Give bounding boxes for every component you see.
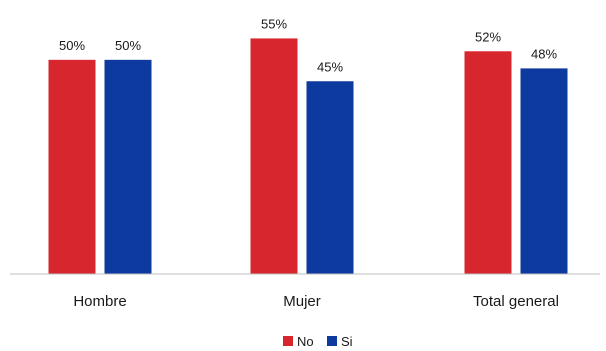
data-label: 50%: [115, 38, 141, 53]
category-labels-layer: Hombre Mujer Total general: [73, 293, 559, 310]
bar-no-hombre: [48, 59, 96, 275]
legend: No Si: [283, 334, 353, 349]
category-label: Hombre: [73, 293, 126, 310]
data-labels-layer: 50% 50% 55% 45% 52% 48%: [59, 16, 557, 74]
data-label: 48%: [531, 46, 557, 61]
category-label: Mujer: [283, 293, 321, 310]
bar-si-hombre: [104, 59, 152, 275]
bar-si-mujer: [306, 81, 354, 274]
legend-label-no: No: [297, 334, 314, 349]
data-label: 55%: [261, 16, 287, 31]
data-label: 52%: [475, 29, 501, 44]
bar-no-total-general: [464, 51, 512, 275]
data-label: 50%: [59, 38, 85, 53]
bars-layer: [48, 38, 568, 275]
legend-label-si: Si: [341, 334, 353, 349]
bar-no-mujer: [250, 38, 298, 274]
bar-si-total-general: [520, 68, 568, 275]
category-label: Total general: [473, 293, 559, 310]
data-label: 45%: [317, 59, 343, 74]
legend-swatch-si: [327, 336, 337, 346]
legend-swatch-no: [283, 336, 293, 346]
